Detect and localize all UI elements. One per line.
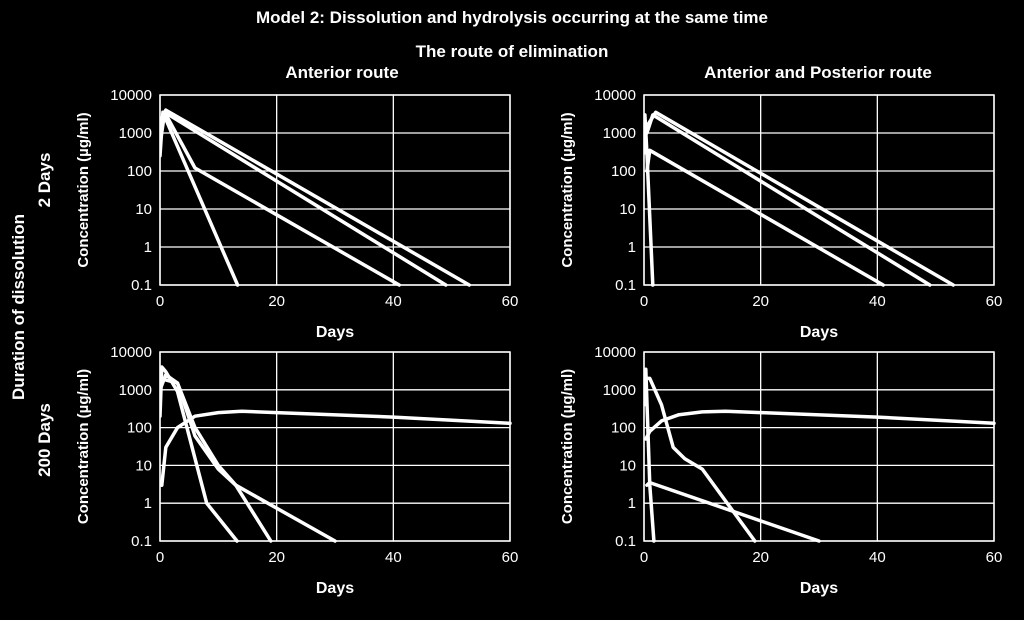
x-tick-label-3: 40 [385,293,402,310]
x-tick-label-1: 0 [156,549,164,566]
y-tick-label-5: 1000 [119,125,152,142]
y-tick-label-6: 10000 [110,87,152,104]
x-tick-label-2: 20 [752,293,769,310]
y-tick-label-1: 0.1 [615,533,636,550]
figure-title: Model 2: Dissolution and hydrolysis occu… [256,8,768,27]
y-tick-label-4: 100 [611,163,636,180]
series-line-1 [644,113,655,287]
series-line-1 [160,110,240,287]
y-tick-label-6: 10000 [110,344,152,361]
chart-panel-3: 0.1 1 10 100 1000 10000 0 20 40 60 Days Concentrati… [75,344,518,597]
y-tick-label-6: 10000 [594,344,636,361]
y-tick-label-1: 0.1 [615,277,636,294]
series-line-1 [160,365,239,543]
x-tick-label-3: 40 [869,549,886,566]
y-axis-label: Concentration (µg/ml) [75,112,92,267]
y-tick-label-3: 10 [619,457,636,474]
x-tick-label-4: 60 [502,293,519,310]
y-tick-label-5: 1000 [603,125,636,142]
y-tick-label-3: 10 [619,201,636,218]
series-line-3 [645,113,932,287]
series-line-4 [160,409,512,487]
series-line-4 [645,110,955,287]
chart-panel-2: 0.1 1 10 100 1000 10000 0 20 40 60 Days Concentrati… [559,87,1002,341]
x-axis-label: Days [800,324,838,341]
y-tick-label-4: 100 [127,420,152,437]
column-title-anterior-posterior: Anterior and Posterior route [704,63,932,82]
plot-frame [159,94,511,286]
y-tick-label-5: 1000 [119,382,152,399]
series-line-3 [644,376,757,543]
y-tick-label-4: 100 [127,163,152,180]
y-tick-label-2: 1 [144,239,152,256]
y-tick-label-6: 10000 [594,87,636,104]
y-axis-label: Concentration (µg/ml) [559,112,576,267]
plot-frame [643,94,995,286]
y-tick-label-3: 10 [135,457,152,474]
x-axis-label: Days [316,580,354,597]
series-line-2 [645,148,885,287]
x-tick-label-1: 0 [640,549,648,566]
x-tick-label-2: 20 [268,293,285,310]
series-line-3 [160,110,448,287]
y-axis-label: Concentration (µg/ml) [75,369,92,524]
y-axis-label: Concentration (µg/ml) [559,369,576,524]
y-tick-label-4: 100 [611,420,636,437]
series-line-4 [644,409,996,441]
series-line-4 [160,108,471,287]
x-tick-label-3: 40 [385,549,402,566]
y-tick-label-5: 1000 [603,382,636,399]
y-tick-label-1: 0.1 [131,277,152,294]
y-tick-label-2: 1 [628,495,636,512]
column-title-anterior: Anterior route [285,63,399,82]
chart-panel-4: 0.1 1 10 100 1000 10000 0 20 40 60 Days Concentrati… [559,344,1002,597]
series-line-2 [160,110,401,287]
x-tick-label-4: 60 [986,293,1003,310]
x-tick-label-2: 20 [268,549,285,566]
x-tick-label-4: 60 [986,549,1003,566]
series-line-1 [644,367,656,543]
y-tick-label-2: 1 [628,239,636,256]
x-tick-label-4: 60 [502,549,519,566]
y-tick-label-3: 10 [135,201,152,218]
plot-frame [643,351,995,542]
series-line-2 [645,480,821,543]
series-line-3 [160,376,337,543]
x-axis-label: Days [800,580,838,597]
x-tick-label-1: 0 [640,293,648,310]
x-axis-label: Days [316,324,354,341]
x-tick-label-2: 20 [752,549,769,566]
x-tick-label-1: 0 [156,293,164,310]
figure-subtitle: The route of elimination [415,42,609,61]
chart-panel-1: 0.1 1 10 100 1000 10000 0 20 40 60 Days Concentrati… [75,87,518,341]
y-tick-label-1: 0.1 [131,533,152,550]
x-tick-label-3: 40 [869,293,886,310]
y-tick-label-2: 1 [144,495,152,512]
